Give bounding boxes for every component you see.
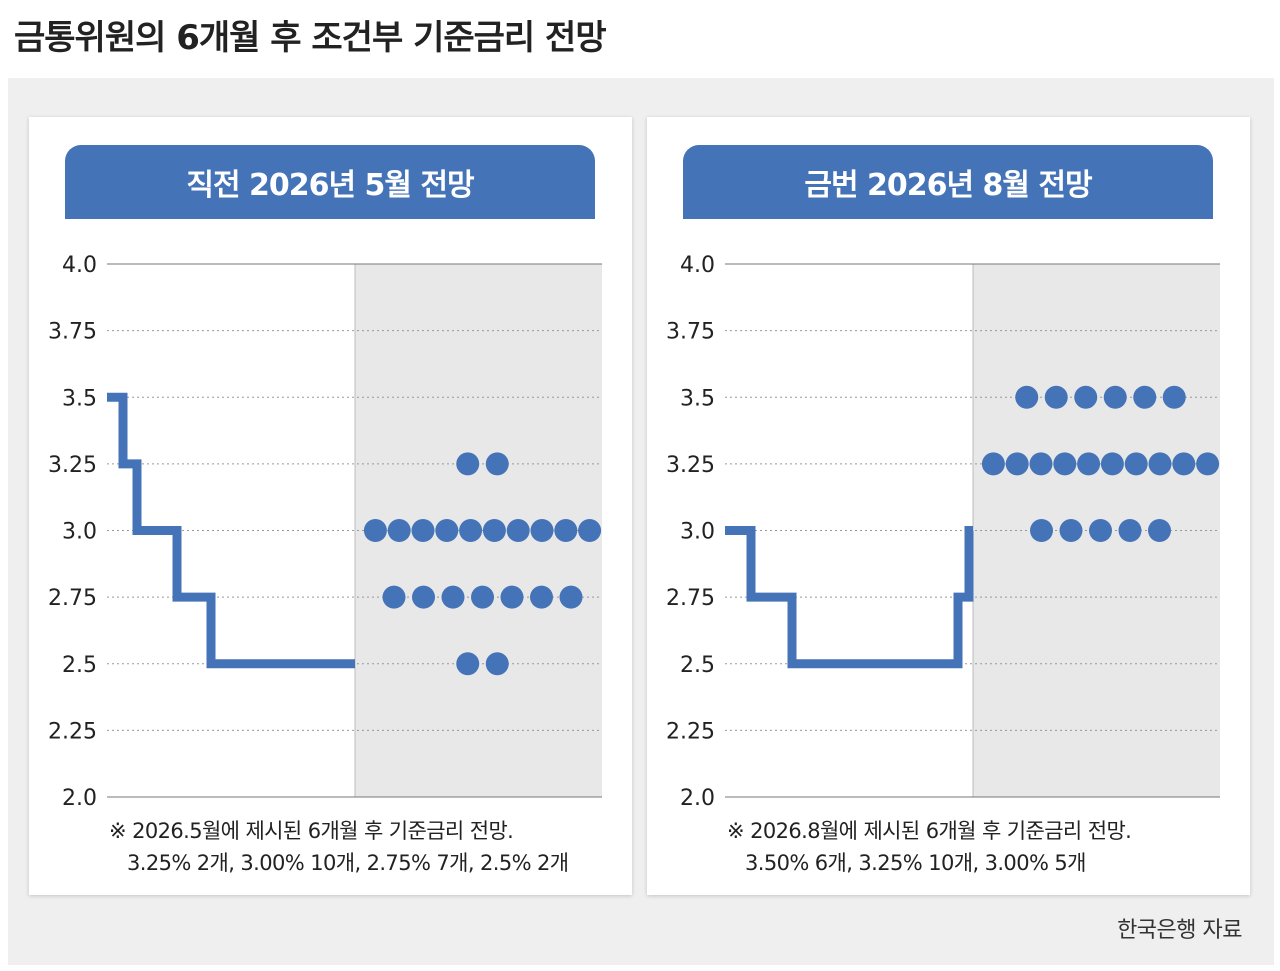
projection-dot — [485, 652, 509, 676]
projection-dot — [1077, 452, 1101, 476]
rate-history-line — [725, 526, 974, 669]
panel-current-forecast: 금번 2026년 8월 전망 4.0 3.75 3.5 3.25 3.0 2.75 2.5 2… — [647, 117, 1250, 895]
projection-dot — [1059, 519, 1083, 542]
note-line-1: ※ 2026.8월에 제시된 6개월 후 기준금리 전망. — [727, 819, 1132, 843]
page-title: 금통위원의 6개월 후 조건부 기준금리 전망 — [14, 18, 607, 58]
chart-note: ※ 2026.8월에 제시된 6개월 후 기준금리 전망. 3.50% 6개, … — [727, 815, 1132, 879]
y-tick-label: 3.5 — [62, 386, 97, 411]
projection-dot — [459, 519, 483, 542]
projection-dot — [1162, 385, 1186, 409]
y-tick-label: 3.75 — [666, 320, 715, 345]
projection-dot — [559, 585, 583, 609]
projection-dot — [411, 519, 435, 542]
projection-dot — [1089, 519, 1112, 542]
note-line-2: 3.50% 6개, 3.25% 10개, 3.00% 5개 — [745, 851, 1086, 875]
y-tick-label: 2.25 — [48, 719, 97, 744]
note-line-1: ※ 2026.5월에 제시된 6개월 후 기준금리 전망. — [109, 819, 514, 843]
projection-dot — [1029, 452, 1053, 476]
projection-dot — [482, 519, 506, 542]
projection-dot — [471, 585, 494, 609]
projection-dot — [1005, 452, 1029, 476]
projection-dot — [530, 519, 554, 542]
y-tick-label: 4.0 — [62, 253, 97, 278]
projection-dot — [1015, 385, 1039, 409]
projection-dot — [1030, 519, 1053, 542]
projection-dot — [506, 519, 530, 542]
projection-dot — [485, 452, 509, 476]
projection-dot — [1074, 385, 1098, 409]
projection-dot — [456, 652, 480, 676]
projection-dot — [387, 519, 411, 542]
y-tick-label: 3.0 — [62, 520, 97, 545]
panel-header: 금번 2026년 8월 전망 — [683, 145, 1213, 219]
projection-dot — [500, 585, 524, 609]
projection-dot — [1100, 452, 1124, 476]
projection-dot — [1103, 385, 1127, 409]
dot-plot-chart: 4.0 3.75 3.5 3.25 3.0 2.75 2.5 2.25 2.0 — [666, 253, 1220, 811]
projection-dot — [1118, 519, 1142, 542]
note-line-2: 3.25% 2개, 3.00% 10개, 2.75% 7개, 2.5% 2개 — [127, 851, 569, 875]
y-tick-label: 2.25 — [666, 719, 715, 744]
projection-dot — [1148, 519, 1171, 542]
projection-dot — [1133, 385, 1157, 409]
projection-dot — [412, 585, 435, 609]
projection-dot — [1053, 452, 1077, 476]
y-tick-label: 3.25 — [666, 453, 715, 478]
projection-dot — [530, 585, 553, 609]
y-tick-label: 3.5 — [680, 386, 715, 411]
panel-header: 직전 2026년 5월 전망 — [65, 145, 595, 219]
y-tick-label: 2.0 — [680, 786, 715, 811]
projection-dot — [1196, 452, 1220, 476]
projection-dot — [382, 585, 406, 609]
y-tick-label: 3.75 — [48, 320, 97, 345]
projection-dot — [554, 519, 578, 542]
projection-dot — [1124, 452, 1148, 476]
dot-plot-chart: 4.0 3.75 3.5 3.25 3.0 2.75 2.5 2.25 2.0 — [48, 253, 602, 811]
projection-dot — [578, 519, 602, 542]
projection-dot — [435, 519, 459, 542]
projection-dot — [456, 452, 480, 476]
chart-note: ※ 2026.5월에 제시된 6개월 후 기준금리 전망. 3.25% 2개, … — [109, 815, 569, 879]
y-tick-label: 2.5 — [680, 653, 715, 678]
y-tick-label: 2.75 — [48, 586, 97, 611]
source-label: 한국은행 자료 — [1117, 918, 1242, 943]
projection-dot — [1044, 385, 1068, 409]
panel-previous-forecast: 직전 2026년 5월 전망 4.0 3.75 3.5 3.25 3.0 2.75 2.5 2… — [29, 117, 632, 895]
projection-dot — [441, 585, 465, 609]
projection-dot — [1148, 452, 1172, 476]
projection-dot — [363, 519, 387, 542]
y-tick-label: 4.0 — [680, 253, 715, 278]
rate-history-line — [107, 392, 355, 669]
y-tick-label: 3.0 — [680, 520, 715, 545]
projection-dot — [981, 452, 1005, 476]
y-tick-label: 3.25 — [48, 453, 97, 478]
y-tick-label: 2.5 — [62, 653, 97, 678]
y-tick-label: 2.0 — [62, 786, 97, 811]
projection-dot — [1172, 452, 1196, 476]
y-tick-label: 2.75 — [666, 586, 715, 611]
